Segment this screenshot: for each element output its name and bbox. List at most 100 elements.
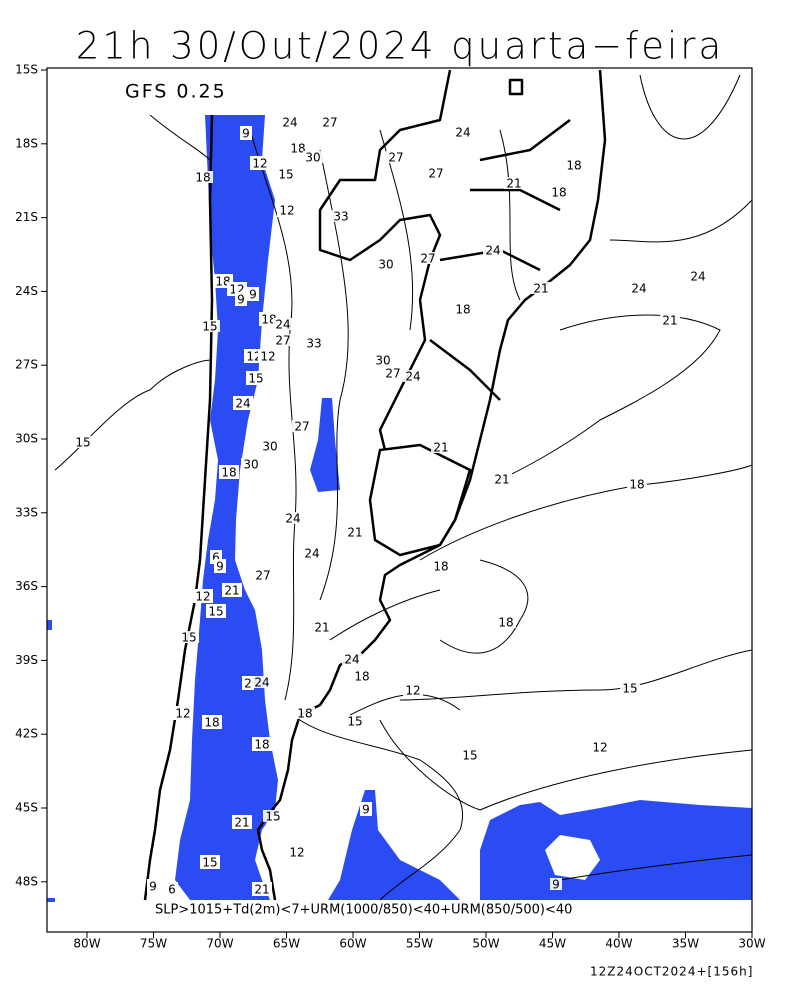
label-gap bbox=[660, 314, 680, 326]
label-gap bbox=[179, 631, 199, 643]
label-gap bbox=[550, 878, 562, 890]
label-gap bbox=[352, 670, 372, 682]
label-gap bbox=[453, 126, 473, 138]
label-gap bbox=[273, 334, 293, 346]
contour-label: 24 bbox=[631, 282, 646, 296]
contour-label: 9 bbox=[216, 560, 224, 574]
contour-label: 21 bbox=[506, 177, 521, 191]
contour-label: 24 bbox=[485, 244, 500, 258]
contour-label: 9 bbox=[237, 293, 245, 307]
label-box bbox=[252, 882, 272, 896]
contour-label: 18 bbox=[629, 478, 644, 492]
label-gap bbox=[263, 810, 283, 822]
label-box bbox=[235, 292, 247, 306]
contour-label: 27 bbox=[275, 334, 290, 348]
contour-label: 24 bbox=[275, 318, 290, 332]
contour-label: 12 bbox=[252, 157, 267, 171]
lon-label: 50W bbox=[472, 937, 499, 951]
label-gap bbox=[376, 258, 396, 270]
contour-label: 27 bbox=[294, 420, 309, 434]
contour-label: 18 bbox=[566, 159, 581, 173]
label-gap bbox=[549, 186, 569, 198]
label-box bbox=[240, 126, 252, 140]
contour-label: 6 bbox=[212, 551, 220, 565]
label-box bbox=[193, 589, 213, 603]
contour-label: 18 bbox=[261, 313, 276, 327]
contour-label: 21 bbox=[662, 314, 677, 328]
contour-label: 24 bbox=[344, 653, 359, 667]
label-gap bbox=[200, 320, 220, 332]
contour-label: 12 bbox=[279, 204, 294, 218]
label-gap bbox=[260, 440, 280, 452]
label-gap bbox=[193, 171, 213, 183]
label-gap bbox=[320, 116, 340, 128]
label-box bbox=[219, 465, 239, 479]
contour-label: 18 bbox=[297, 707, 312, 721]
contour-label: 21 bbox=[254, 883, 269, 897]
contour-label: 18 bbox=[215, 275, 230, 289]
contour-label: 12 bbox=[260, 350, 275, 364]
label-gap bbox=[312, 621, 332, 633]
label-gap bbox=[73, 436, 93, 448]
lat-label: 15S bbox=[15, 63, 38, 77]
lon-label: 55W bbox=[406, 937, 433, 951]
contour-label: 21 bbox=[234, 816, 249, 830]
label-gap bbox=[280, 116, 300, 128]
contour-label: 33 bbox=[306, 337, 321, 351]
contour-label: 9 bbox=[249, 288, 257, 302]
contour-label: 21 bbox=[224, 584, 239, 598]
label-box bbox=[258, 349, 278, 363]
label-box bbox=[166, 882, 178, 896]
lon-label: 75W bbox=[140, 937, 167, 951]
label-gap bbox=[403, 684, 423, 696]
contour-label: 27 bbox=[428, 167, 443, 181]
label-box bbox=[252, 737, 272, 751]
contour-label: 15 bbox=[462, 749, 477, 763]
contour-label: 27 bbox=[420, 252, 435, 266]
lat-label: 39S bbox=[15, 653, 38, 667]
contour-label: 24 bbox=[690, 270, 705, 284]
label-gap bbox=[295, 707, 315, 719]
label-gap bbox=[292, 420, 312, 432]
lat-label: 24S bbox=[15, 284, 38, 298]
label-gap bbox=[273, 318, 293, 330]
label-gap bbox=[303, 151, 323, 163]
contour-label: 18 bbox=[455, 303, 470, 317]
label-box bbox=[147, 879, 159, 893]
footer: 12Z24OCT2024+[156h] bbox=[590, 965, 753, 979]
lat-label: 36S bbox=[15, 579, 38, 593]
contour-label: 21 bbox=[347, 526, 362, 540]
label-gap bbox=[460, 749, 480, 761]
label-gap bbox=[345, 526, 365, 538]
contour-label: 15 bbox=[265, 810, 280, 824]
contour-label: 9 bbox=[552, 878, 560, 892]
contour-label: 12 bbox=[175, 707, 190, 721]
label-gap bbox=[253, 569, 273, 581]
lon-label: 65W bbox=[273, 937, 300, 951]
label-box bbox=[242, 676, 254, 690]
label-box bbox=[247, 287, 259, 301]
label-gap bbox=[383, 367, 403, 379]
label-gap bbox=[252, 676, 272, 688]
lon-label: 35W bbox=[672, 937, 699, 951]
contour-label: 18 bbox=[221, 466, 236, 480]
contour-label: 30 bbox=[375, 354, 390, 368]
contour-label: 24 bbox=[285, 512, 300, 526]
contour-label: 15 bbox=[347, 715, 362, 729]
label-gap bbox=[453, 303, 473, 315]
label-gap bbox=[386, 151, 406, 163]
label-box bbox=[200, 855, 220, 869]
contour-label: 30 bbox=[262, 440, 277, 454]
label-gap bbox=[302, 547, 322, 559]
label-gap bbox=[331, 210, 351, 222]
label-box bbox=[246, 371, 266, 385]
label-gap bbox=[283, 512, 303, 524]
label-gap bbox=[373, 354, 393, 366]
contour-label: 9 bbox=[362, 803, 370, 817]
shading bbox=[47, 115, 752, 902]
contour-label: 15 bbox=[202, 856, 217, 870]
lat-label: 30S bbox=[15, 432, 38, 446]
lat-label: 21S bbox=[15, 210, 38, 224]
contour-label: 24 bbox=[282, 116, 297, 130]
contour-label: 6 bbox=[168, 883, 176, 897]
